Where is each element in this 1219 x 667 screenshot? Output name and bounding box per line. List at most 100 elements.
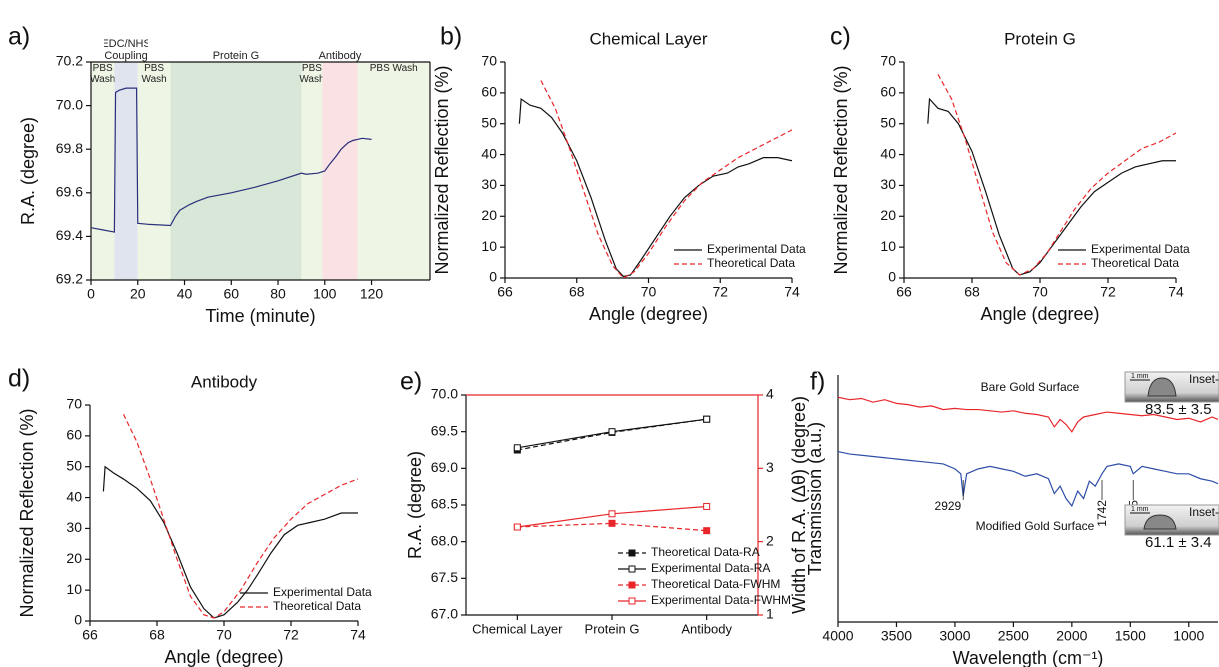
series-annotation: Bare Gold Surface: [981, 380, 1080, 394]
region-label-box: Antibody: [318, 49, 362, 62]
x-tick-label: 80: [270, 286, 286, 302]
region: [114, 62, 138, 280]
x-axis-label: Time (minute): [205, 306, 315, 326]
y-tick-label: 70.0: [431, 386, 458, 402]
inset-scale: 1 mm: [1131, 506, 1149, 513]
region-label: PBS Wash: [369, 63, 418, 74]
panel-label: f): [810, 368, 825, 396]
y-tick-label: 0: [489, 269, 497, 285]
y-tick-label: 0: [888, 269, 896, 285]
x-tick-label: Protein G: [585, 621, 640, 636]
y-axis-label: Normalized Reflection (%): [432, 65, 452, 274]
x-tick-label: 66: [896, 284, 912, 300]
region-label: Antibody: [318, 49, 362, 62]
inset-value: 83.5 ± 3.5: [1145, 401, 1212, 418]
legend-label: Experimental Data: [273, 585, 372, 599]
x-tick-label: 40: [177, 286, 193, 302]
x-tick-label: 0: [87, 286, 95, 302]
x-tick-label: 68: [569, 284, 585, 300]
y-tick-label: 70.2: [56, 53, 83, 69]
point: [703, 415, 711, 423]
legend-label: Theoretical Data: [1091, 256, 1179, 270]
series-line: [540, 80, 793, 279]
y2-tick-label: 4: [766, 386, 774, 402]
point: [703, 502, 711, 510]
y-tick-label: 70.0: [56, 96, 83, 112]
point: [703, 527, 711, 535]
series-line: [102, 465, 358, 619]
y-tick-label: 0: [74, 612, 82, 628]
x-tick-label: 66: [497, 284, 513, 300]
y-tick-label: 50: [481, 114, 497, 130]
region-label: PBS Wash: [141, 63, 167, 85]
region-label-box: PBS Wash: [141, 63, 167, 85]
y-tick-label: 10: [481, 238, 497, 254]
x-tick-label: 74: [784, 284, 800, 300]
x-tick-label: 120: [360, 286, 384, 302]
peak-label: 2929: [935, 499, 962, 513]
region-label: EDC/NHS Coupling: [104, 37, 149, 62]
y-tick-label: 60: [481, 84, 497, 100]
region-label-box: PBS Wash: [90, 63, 115, 85]
x-tick-label: Chemical Layer: [472, 621, 563, 636]
droplet: [1143, 514, 1177, 530]
chart-title: Protein G: [1004, 29, 1076, 48]
y-tick-label: 69.0: [431, 459, 458, 475]
region-label: Protein G: [212, 49, 260, 62]
region-label-box: PBS Wash: [299, 63, 325, 85]
region: [301, 62, 323, 280]
point: [608, 510, 616, 518]
region-label-box: EDC/NHS Coupling: [104, 37, 149, 62]
legend-marker: [628, 597, 636, 605]
region-label-box: PBS Wash: [369, 63, 418, 74]
region-label: PBS Wash: [299, 63, 325, 85]
y-tick-label: 10: [880, 238, 896, 254]
y-tick-label: 40: [481, 145, 497, 161]
x-tick-label: 74: [350, 627, 366, 643]
y-tick-label: 30: [880, 176, 896, 192]
x-tick-label: 1000: [1173, 628, 1204, 644]
droplet: [1147, 377, 1177, 397]
x-axis-label: Angle (degree): [589, 304, 708, 324]
y-tick-label: 20: [880, 207, 896, 223]
y-axis-label: Transmission (a.u.): [805, 422, 825, 575]
x-tick-label: 100: [313, 286, 337, 302]
panel-label: c): [830, 23, 851, 51]
x-tick-label: 70: [1032, 284, 1048, 300]
panel-label: b): [440, 23, 462, 51]
y-axis-label: R.A. (degree): [18, 117, 38, 225]
series-line: [837, 396, 1219, 433]
legend-marker: [628, 565, 636, 573]
y-tick-label: 69.8: [56, 140, 83, 156]
inset-scale: 1 mm: [1131, 373, 1149, 380]
legend-marker: [628, 581, 636, 589]
legend-label: Experimental Data: [707, 242, 806, 256]
y-tick-label: 69.5: [431, 422, 458, 438]
region: [91, 62, 115, 280]
x-tick-label: 66: [82, 627, 98, 643]
series-annotation: Modified Gold Surface: [976, 519, 1095, 533]
y-tick-label: 69.6: [56, 184, 83, 200]
y-tick-label: 69.2: [56, 271, 83, 287]
y-tick-label: 60: [66, 427, 82, 443]
x-tick-label: 4000: [822, 628, 853, 644]
series-line: [90, 87, 372, 233]
x-axis-label: Angle (degree): [164, 647, 283, 667]
legend-marker: [628, 549, 636, 557]
y-tick-label: 67.0: [431, 606, 458, 622]
region: [137, 62, 171, 280]
y-tick-label: 10: [66, 581, 82, 597]
y2-tick-label: 3: [766, 459, 774, 475]
y2-axis-label: Width of R.A. (Δθ) (degree): [789, 396, 809, 614]
y-axis-label: Normalized Reflection (%): [17, 408, 37, 617]
y-axis-label: R.A. (degree): [405, 451, 425, 559]
inset-value: 61.1 ± 3.4: [1145, 534, 1212, 551]
series-line: [937, 74, 1177, 276]
panel-label: e): [400, 368, 422, 396]
x-tick-label: 72: [283, 627, 299, 643]
series-line: [518, 97, 793, 278]
y-tick-label: 68.5: [431, 496, 458, 512]
panel-label: d): [8, 365, 30, 393]
series-line: [122, 413, 359, 619]
